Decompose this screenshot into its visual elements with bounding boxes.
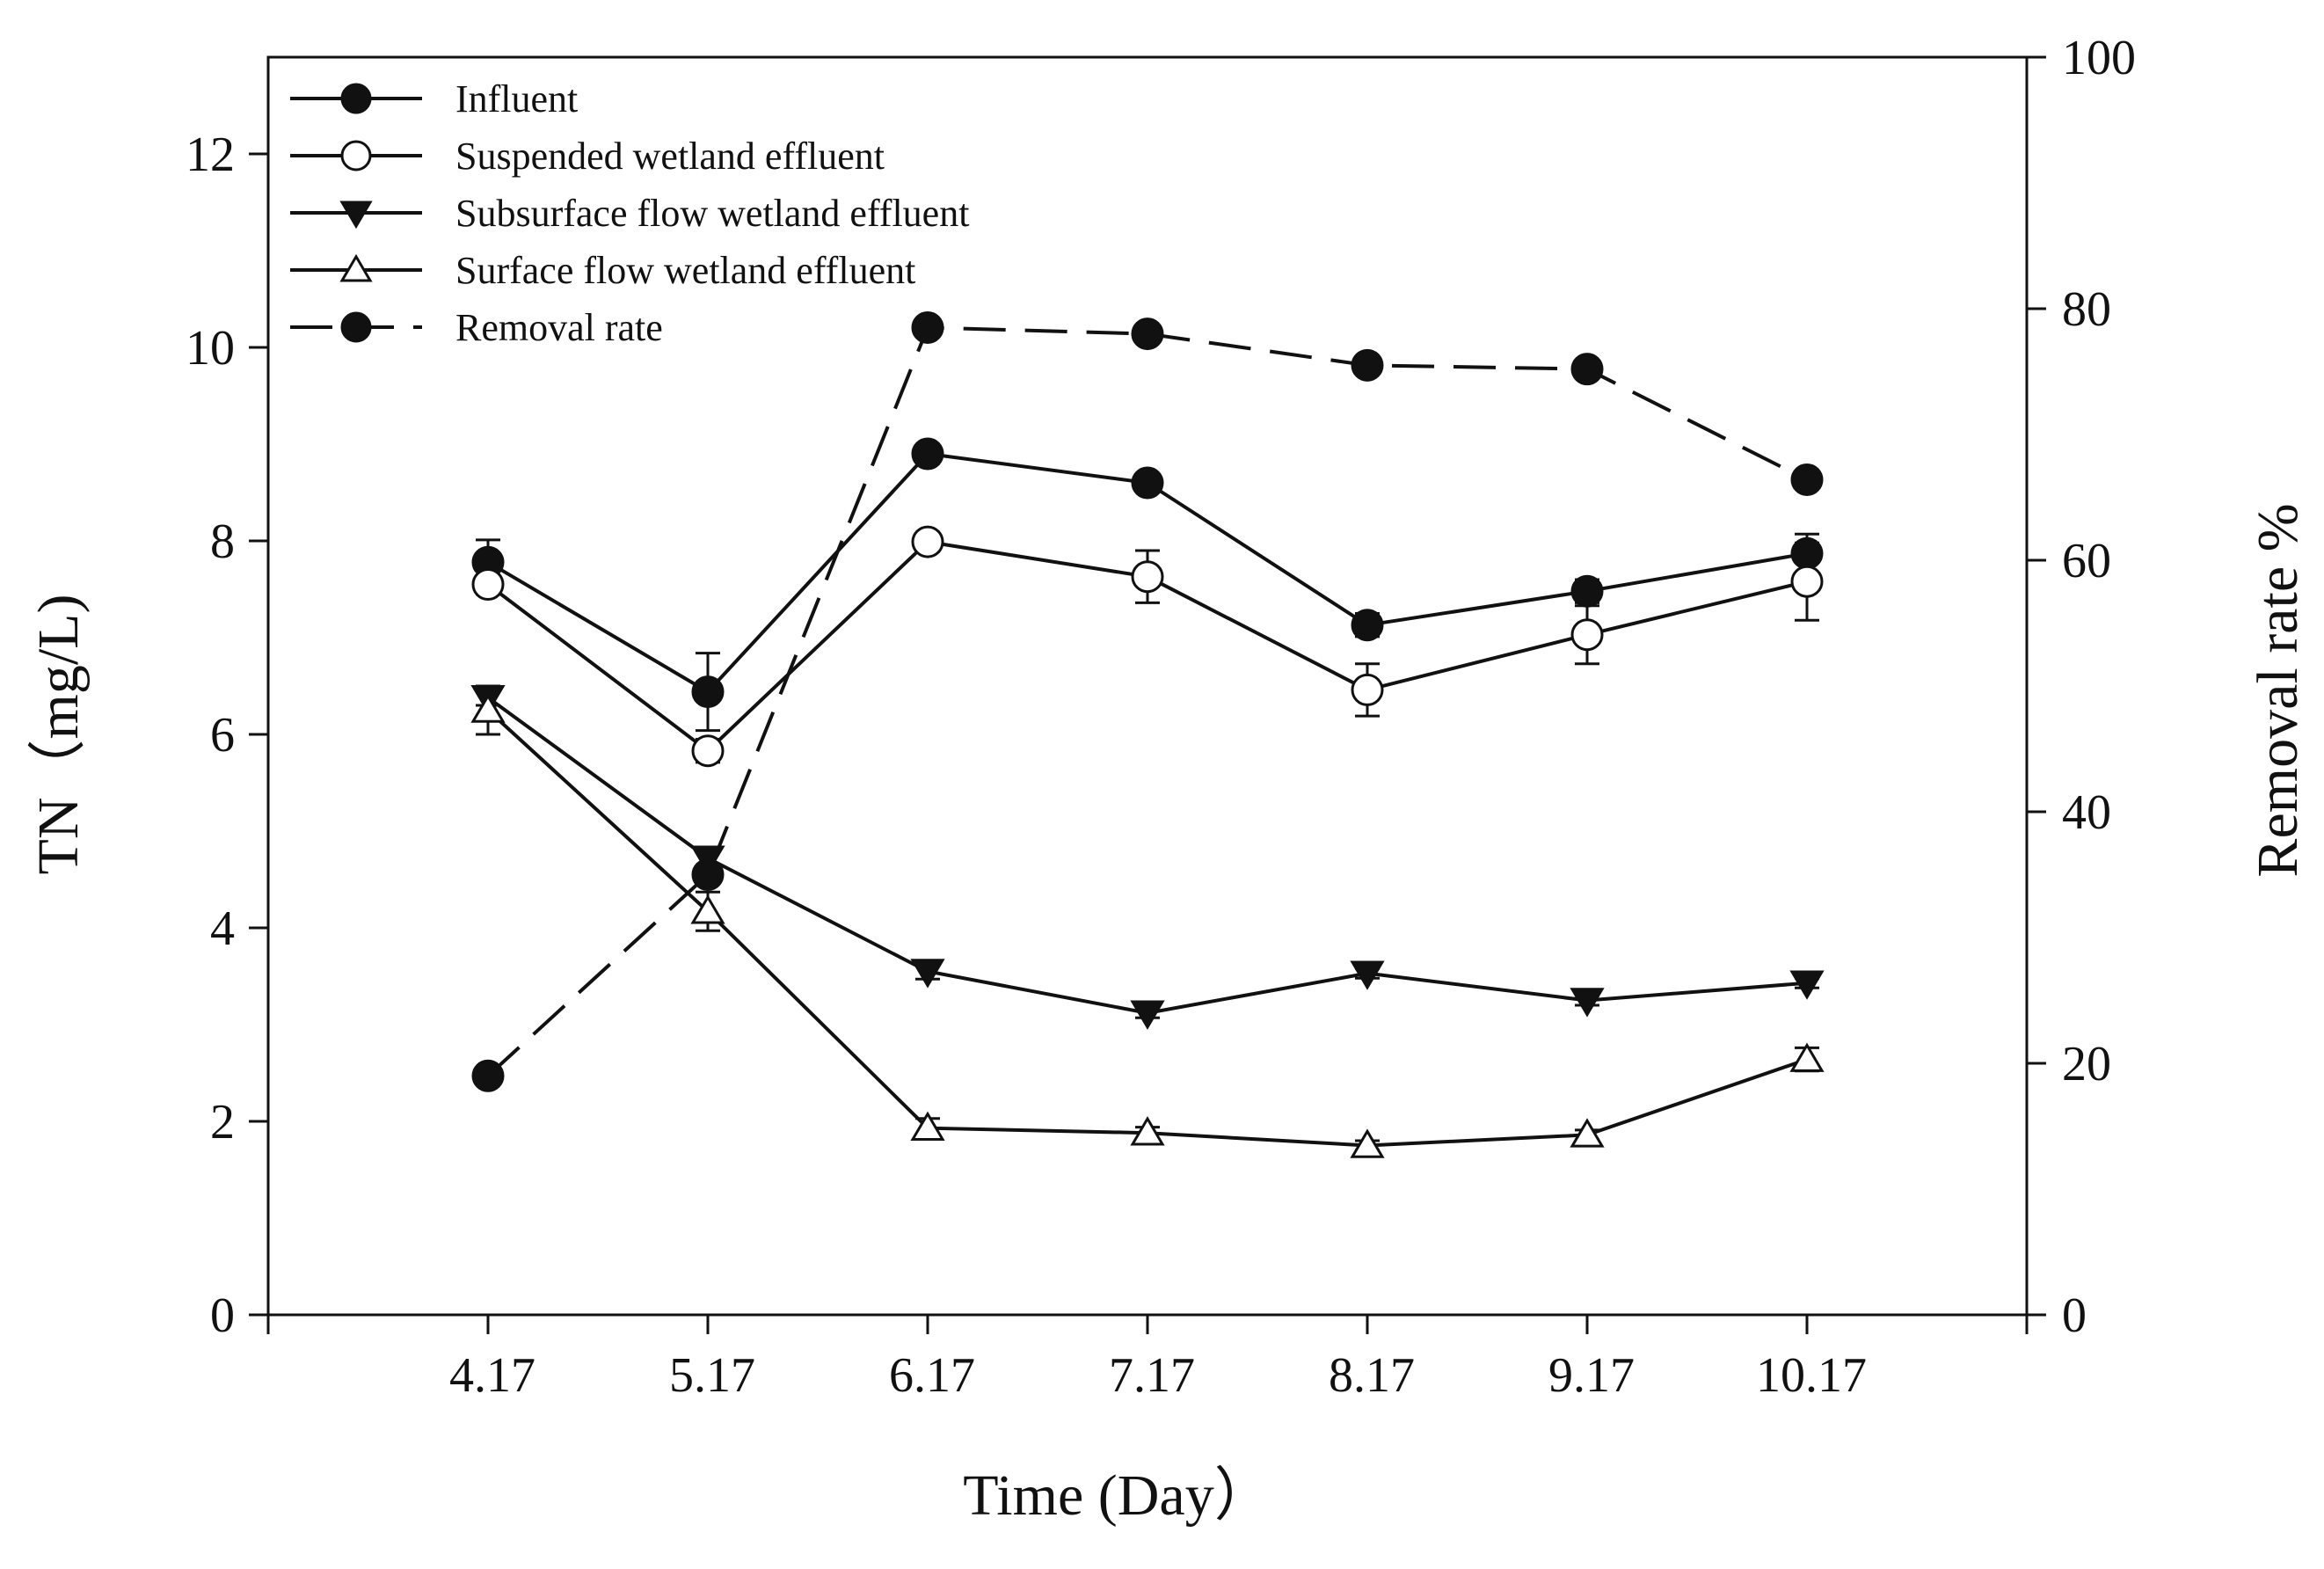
- series-line: [486, 696, 1808, 1015]
- data-point: [691, 675, 725, 709]
- x-tick-label: 10.17: [1756, 1348, 1867, 1403]
- data-point: [691, 734, 725, 768]
- data-point: [1130, 1116, 1165, 1146]
- data-point: [1351, 609, 1384, 642]
- data-point: [1351, 348, 1384, 382]
- y-axis-left: 0 2 4 6 8 10 12: [186, 128, 268, 1343]
- y2-tick-label: 0: [2062, 1288, 2087, 1343]
- series-2: [470, 684, 1825, 1030]
- x-tick-label: 4.17: [449, 1348, 535, 1403]
- legend-item-3: Surface flow wetland effluent: [290, 249, 915, 292]
- x-tick-label: 7.17: [1109, 1348, 1195, 1403]
- y-tick-label: 8: [210, 514, 235, 569]
- data-point: [1570, 353, 1604, 386]
- y-axis-title-right: Removal rate %: [2246, 503, 2310, 877]
- data-point: [1790, 463, 1824, 496]
- legend-item-4: Removal rate: [290, 306, 663, 349]
- series-4: [471, 310, 1824, 1092]
- data-point: [911, 437, 944, 471]
- data-point: [690, 894, 725, 924]
- y-tick-label: 12: [186, 128, 235, 182]
- legend-label: Subsurface flow wetland effluent: [455, 192, 969, 235]
- legend: Influent Suspended wetland effluent Subsur…: [290, 77, 969, 349]
- data-point: [1130, 1000, 1165, 1030]
- data-point: [1789, 970, 1825, 1000]
- y-axis-title-left: TN（mg/L): [26, 595, 91, 875]
- data-point: [1131, 466, 1164, 500]
- data-point: [1570, 574, 1604, 608]
- x-axis-title: Time (Day）: [963, 1463, 1271, 1528]
- x-axis: 4.17 5.17 6.17 7.17 8.17 9.17 10.17: [266, 1315, 2029, 1403]
- data-point: [471, 568, 505, 601]
- data-point: [471, 1059, 505, 1092]
- y2-tick-label: 80: [2062, 282, 2111, 337]
- data-point: [1351, 673, 1384, 706]
- data-point: [911, 310, 944, 344]
- series-line: [486, 709, 1808, 1148]
- legend-marker: [339, 201, 373, 230]
- data-point: [1570, 1118, 1605, 1148]
- y-tick-label: 4: [210, 901, 235, 956]
- y2-tick-label: 40: [2062, 785, 2111, 840]
- data-point: [1570, 988, 1605, 1018]
- data-point: [1131, 560, 1164, 594]
- y2-tick-label: 20: [2062, 1037, 2111, 1091]
- x-tick-label: 6.17: [889, 1348, 975, 1403]
- data-point: [910, 959, 945, 989]
- data-point: [910, 1111, 945, 1141]
- legend-marker: [339, 253, 373, 282]
- y2-tick-label: 60: [2062, 534, 2111, 588]
- legend-marker: [340, 311, 372, 343]
- legend-label: Surface flow wetland effluent: [455, 249, 915, 292]
- legend-label: Suspended wetland effluent: [455, 135, 885, 178]
- y-tick-label: 10: [186, 321, 235, 376]
- legend-marker: [340, 83, 372, 114]
- y-tick-label: 6: [210, 708, 235, 763]
- legend-item-2: Subsurface flow wetland effluent: [290, 192, 969, 235]
- y-tick-label: 2: [210, 1095, 235, 1149]
- y-axis-right: 0 20 40 60 80 100: [2027, 31, 2136, 1343]
- legend-label: Influent: [455, 77, 578, 120]
- legend-item-0: Influent: [290, 77, 578, 120]
- x-tick-label: 9.17: [1548, 1348, 1635, 1403]
- legend-item-1: Suspended wetland effluent: [290, 135, 885, 178]
- series-layer: [470, 310, 1825, 1158]
- legend-label: Removal rate: [455, 306, 663, 349]
- data-point: [1131, 317, 1164, 351]
- y-tick-label: 0: [210, 1288, 235, 1343]
- series-line: [486, 325, 1808, 1077]
- y2-tick-label: 100: [2062, 31, 2136, 85]
- data-point: [1350, 1128, 1385, 1158]
- series-3: [470, 684, 1825, 1158]
- legend-marker: [340, 140, 372, 171]
- x-tick-label: 8.17: [1329, 1348, 1415, 1403]
- series-1: [471, 525, 1824, 768]
- data-point: [1789, 1042, 1825, 1072]
- data-point: [470, 693, 506, 723]
- data-point: [1350, 960, 1385, 990]
- data-point: [691, 858, 725, 891]
- data-point: [911, 525, 944, 558]
- data-point: [1790, 565, 1824, 598]
- data-point: [1570, 618, 1604, 652]
- x-tick-label: 5.17: [669, 1348, 755, 1403]
